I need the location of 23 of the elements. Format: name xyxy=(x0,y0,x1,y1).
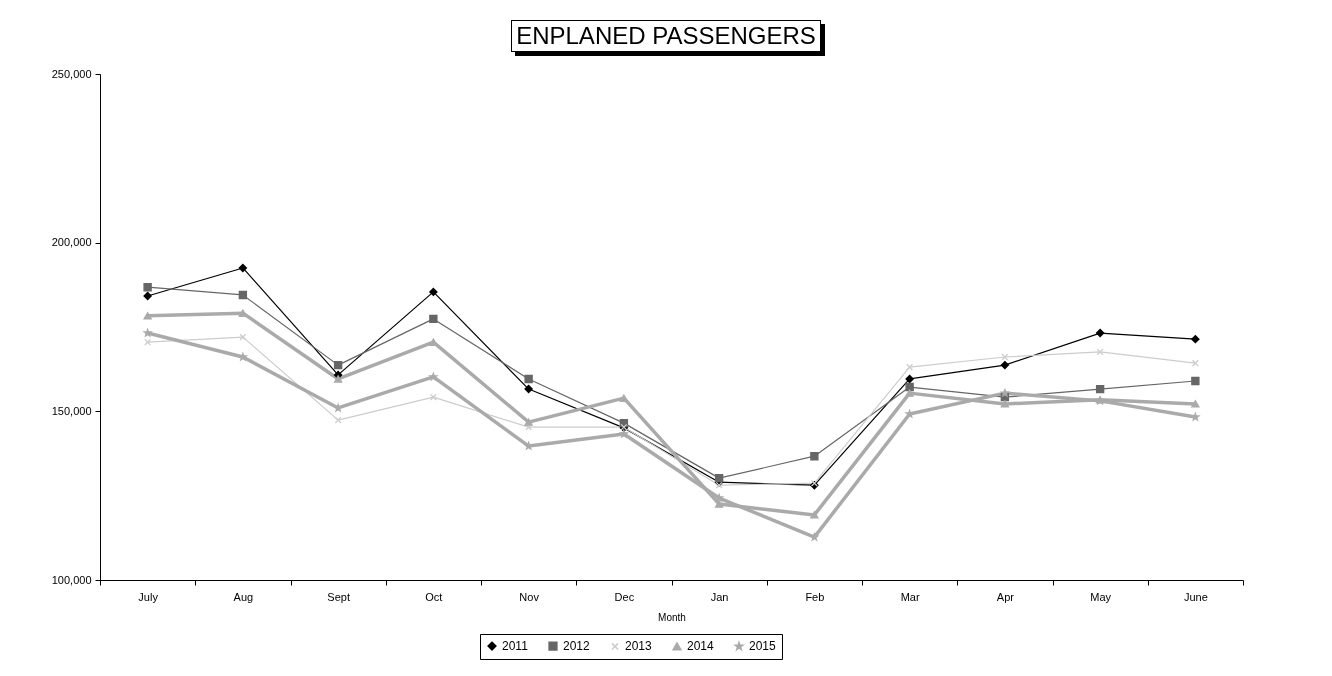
x-tick-label: Mar xyxy=(900,590,920,603)
x-tick-label: June xyxy=(1183,590,1208,603)
legend-label: 2012 xyxy=(563,639,591,654)
y-tick-label: 150,000 xyxy=(51,404,92,417)
legend-label: 2014 xyxy=(687,639,715,654)
x-axis-title: Month xyxy=(658,611,686,623)
x-tick-label: Apr xyxy=(996,590,1015,603)
x-tick-label: Sept xyxy=(327,590,350,603)
x-tick-label: Dec xyxy=(614,590,635,603)
legend-label: 2013 xyxy=(625,639,653,654)
x-tick-label: Jan xyxy=(710,590,729,603)
x-tick-label: July xyxy=(138,590,159,603)
y-tick-label: 200,000 xyxy=(51,236,92,249)
x-tick-label: Nov xyxy=(519,590,540,603)
x-tick-label: Oct xyxy=(425,590,443,603)
x-tick-label: May xyxy=(1090,590,1112,603)
legend-label: 2015 xyxy=(749,639,777,654)
chart-title: ENPLANED PASSENGERS xyxy=(511,20,821,52)
x-tick-label: Feb xyxy=(805,590,825,603)
x-tick-label: Aug xyxy=(233,590,254,603)
y-tick-label: 100,000 xyxy=(51,573,92,586)
y-tick-label: 250,000 xyxy=(51,67,92,80)
legend-label: 2011 xyxy=(502,639,529,654)
